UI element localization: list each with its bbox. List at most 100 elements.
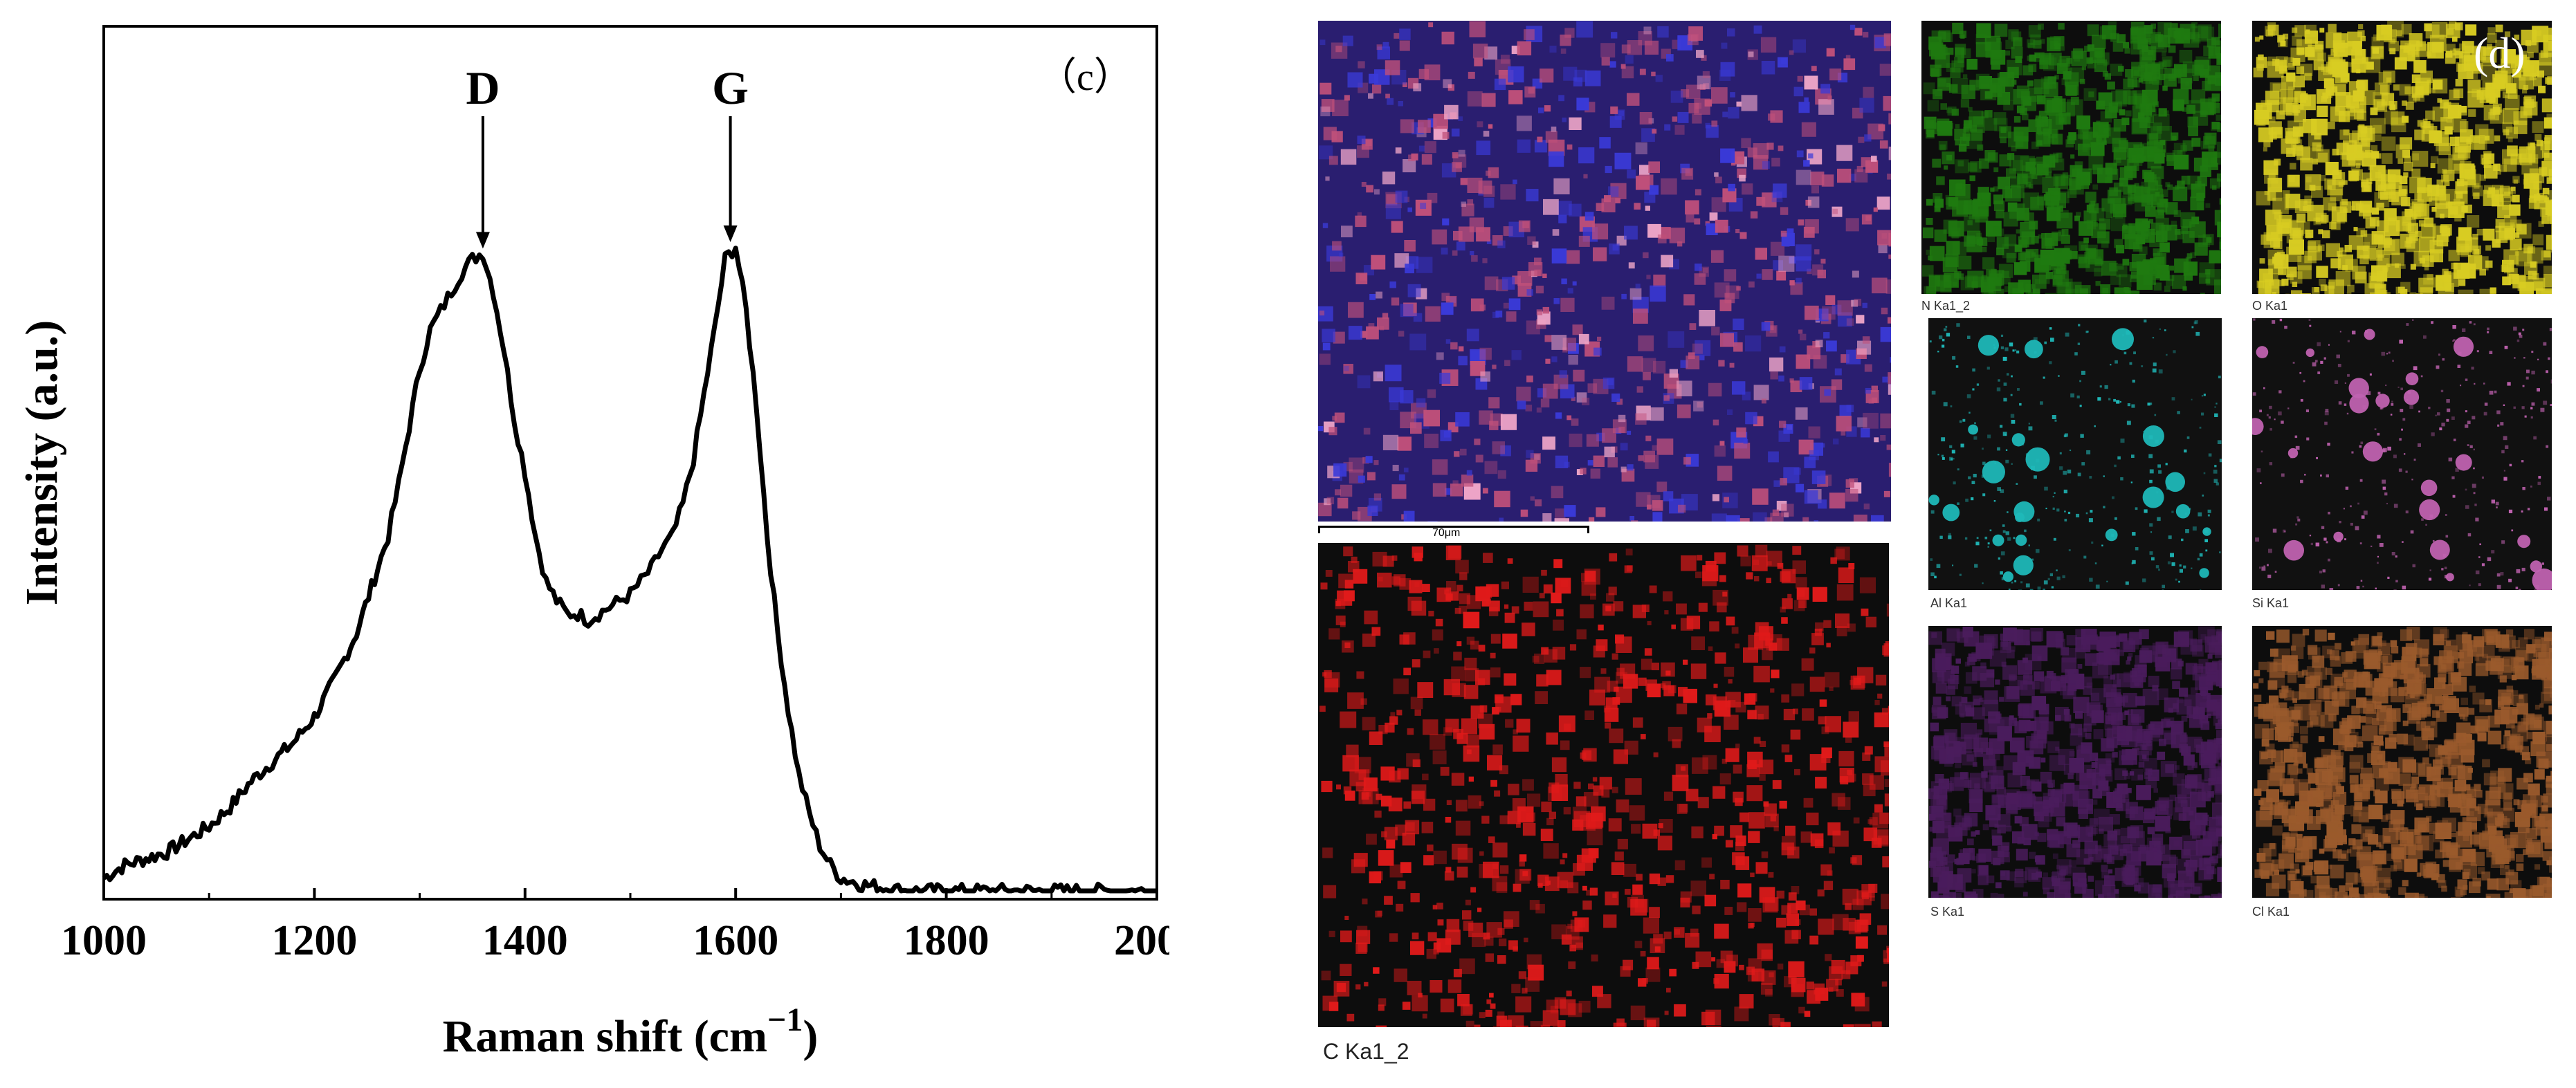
map-pixel-cluster [2504, 266, 2511, 274]
map-pixel-cluster [1694, 273, 1706, 285]
map-bright-spot [1942, 504, 1960, 522]
map-pixel-cluster [2465, 378, 2468, 381]
map-pixel-cluster [2216, 173, 2221, 182]
map-pixel-cluster [2219, 233, 2221, 250]
map-pixel-cluster [2117, 264, 2124, 270]
map-pixel-cluster [2436, 179, 2444, 187]
map-pixel-cluster [2530, 407, 2533, 409]
map-pixel-cluster [1808, 153, 1814, 159]
map-bright-spot [2530, 560, 2542, 573]
map-pixel-cluster [2347, 374, 2350, 377]
map-pixel-cluster [2420, 375, 2423, 378]
map-pixel-cluster [2112, 203, 2127, 218]
map-pixel-cluster [2504, 345, 2508, 349]
map-pixel-cluster [1929, 827, 1935, 832]
map-pixel-cluster [2218, 762, 2222, 769]
map-bright-spot [2025, 340, 2043, 359]
map-pixel-cluster [2339, 250, 2347, 257]
map-pixel-cluster [1656, 481, 1668, 492]
map-pixel-cluster [2356, 697, 2367, 708]
map-pixel-cluster [2423, 274, 2434, 285]
map-pixel-cluster [2512, 694, 2525, 707]
map-pixel-cluster [2263, 387, 2265, 389]
map-pixel-cluster [2546, 784, 2552, 795]
map-pixel-cluster [2013, 116, 2021, 123]
map-pixel-cluster [1745, 335, 1762, 352]
map-pixel-cluster [1551, 248, 1567, 264]
map-pixel-cluster [1639, 68, 1646, 75]
map-pixel-cluster [2391, 645, 2399, 654]
map-pixel-cluster [2038, 234, 2043, 239]
map-pixel-cluster [2345, 486, 2349, 490]
map-pixel-cluster [2495, 225, 2502, 232]
map-pixel-cluster [1984, 536, 1988, 540]
map-pixel-cluster [2012, 155, 2029, 172]
map-pixel-cluster [2281, 76, 2295, 90]
map-pixel-cluster [1357, 136, 1366, 145]
map-pixel-cluster [1834, 368, 1842, 376]
map-pixel-cluster [2201, 395, 2204, 397]
map-pixel-cluster [1971, 209, 1977, 214]
map-pixel-cluster [1822, 306, 1836, 320]
map-pixel-cluster [2379, 407, 2383, 409]
map-pixel-cluster [2272, 825, 2283, 836]
map-pixel-cluster [2007, 537, 2011, 541]
map-pixel-cluster [2076, 212, 2081, 218]
map-pixel-cluster [1733, 318, 1744, 330]
map-pixel-cluster [2096, 136, 2102, 142]
map-pixel-cluster [1441, 302, 1454, 315]
map-pixel-cluster [2390, 414, 2393, 416]
map-pixel-cluster [2297, 255, 2312, 270]
map-pixel-cluster [2045, 195, 2058, 208]
map-pixel-cluster [2020, 581, 2023, 584]
map-pixel-cluster [2402, 827, 2407, 833]
map-pixel-cluster [2433, 241, 2438, 246]
map-pixel-cluster [2440, 389, 2444, 393]
map-pixel-cluster [1618, 110, 1625, 116]
map-pixel-cluster [2418, 410, 2420, 413]
map-pixel-cluster [2484, 165, 2498, 179]
map-pixel-cluster [2043, 589, 2045, 590]
map-pixel-cluster [2548, 190, 2552, 206]
map-pixel-cluster [2123, 844, 2132, 854]
map-pixel-cluster [1615, 198, 1620, 203]
map-pixel-cluster [1609, 116, 1622, 128]
map-pixel-cluster [2090, 688, 2106, 703]
map-pixel-cluster [2486, 896, 2491, 898]
map-pixel-cluster [1986, 669, 1995, 678]
map-pixel-cluster [2523, 179, 2529, 185]
map-pixel-cluster [2036, 95, 2046, 104]
map-pixel-cluster [2192, 830, 2201, 839]
map-pixel-cluster [2102, 885, 2116, 898]
map-pixel-cluster [1721, 42, 1728, 49]
map-pixel-cluster [1382, 172, 1396, 185]
map-pixel-cluster [1862, 302, 1867, 308]
map-pixel-cluster [2105, 728, 2114, 737]
map-pixel-cluster [2499, 165, 2507, 172]
map-pixel-cluster [2404, 240, 2411, 248]
map-pixel-cluster [1717, 465, 1733, 481]
map-pixel-cluster [2358, 634, 2370, 645]
map-pixel-cluster [2288, 176, 2295, 183]
map-pixel-cluster [2543, 117, 2552, 129]
map-pixel-cluster [1648, 161, 1660, 174]
map-pixel-cluster [2171, 562, 2175, 566]
map-pixel-cluster [2431, 156, 2439, 164]
map-pixel-cluster [2279, 318, 2283, 322]
map-pixel-cluster [1942, 457, 1945, 460]
map-pixel-cluster [2067, 188, 2077, 199]
map-pixel-cluster [1742, 183, 1753, 195]
map-pixel-cluster [2218, 376, 2221, 378]
map-pixel-cluster [2103, 684, 2117, 698]
map-pixel-cluster [1639, 165, 1650, 176]
map-pixel-cluster [2546, 177, 2552, 184]
map-pixel-cluster [2269, 462, 2273, 465]
map-pixel-cluster [2403, 216, 2410, 223]
map-pixel-cluster [1530, 496, 1535, 501]
map-pixel-cluster [2026, 721, 2037, 731]
map-pixel-cluster [1339, 252, 1344, 257]
map-pixel-cluster [2448, 250, 2460, 261]
map-pixel-cluster [2022, 657, 2028, 663]
map-pixel-cluster [2173, 186, 2188, 201]
map-pixel-cluster [2504, 228, 2516, 239]
